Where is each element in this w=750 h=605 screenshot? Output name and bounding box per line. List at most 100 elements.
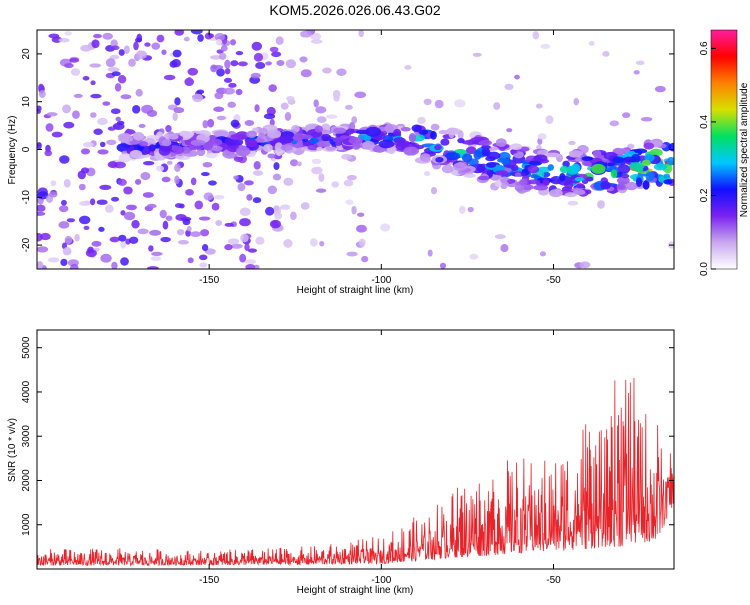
heatmap-cell [245, 139, 258, 148]
heatmap-cell [230, 243, 243, 249]
heatmap-cell [111, 45, 120, 51]
heatmap-cell [299, 56, 308, 63]
heatmap-cell [244, 120, 255, 127]
heatmap-cell [458, 205, 466, 214]
y-tick-label: 1000 [21, 513, 32, 536]
heatmap-cell [434, 144, 442, 151]
heatmap-cell [102, 101, 111, 106]
heatmap-cell [37, 261, 44, 269]
heatmap-cell [205, 153, 218, 159]
heatmap-cell [588, 41, 595, 46]
x-tick-label: -100 [371, 575, 391, 586]
heatmap-cell [196, 89, 205, 94]
heatmap-cell [70, 68, 81, 76]
snr-y-axis-label: SNR (10 * v/v) [7, 418, 18, 482]
heatmap-cell [495, 170, 509, 176]
heatmap-cell [93, 128, 103, 135]
heatmap-cell [156, 165, 165, 172]
heatmap-cell [210, 64, 218, 73]
heatmap-cell [93, 33, 102, 39]
heatmap-cell [573, 189, 586, 195]
colorbar-ticks: 0.0 0.2 0.4 0.6 [699, 41, 716, 276]
heatmap-cell [309, 238, 318, 247]
heatmap-cell [540, 43, 551, 50]
heatmap-cell [110, 108, 121, 115]
heatmap-cell [207, 118, 215, 128]
heatmap-cell [224, 68, 231, 75]
heatmap-cell [265, 206, 275, 216]
heatmap-cell [404, 65, 412, 70]
heatmap-cell [159, 209, 167, 219]
snr-series-line [37, 378, 674, 567]
heatmap-cell [83, 141, 94, 148]
heatmap-cell [645, 171, 655, 182]
heatmap-cell [91, 240, 102, 247]
heatmap-cell [311, 158, 322, 165]
heatmap-cell [273, 205, 280, 212]
heatmap-cell [194, 200, 204, 210]
heatmap-cell [322, 67, 332, 74]
y-tick-label: 2000 [21, 469, 32, 492]
heatmap-cell [239, 253, 247, 263]
heatmap-cell [129, 149, 143, 159]
heatmap-cell [273, 162, 280, 171]
heatmap-cell [393, 128, 402, 136]
heatmap-cell [438, 129, 449, 135]
heatmap-cell [51, 131, 63, 138]
heatmap-cell [272, 173, 282, 181]
heatmap-cell [230, 119, 240, 128]
heatmap-cell [500, 244, 509, 253]
heatmap-cell [296, 161, 302, 167]
heatmap-cell [97, 117, 108, 126]
heatmap-cell [539, 251, 547, 257]
heatmap-cell [293, 132, 304, 142]
heatmap-cell [172, 146, 185, 154]
heatmap-cell [165, 215, 173, 221]
heatmap-cell [663, 173, 671, 179]
heatmap-cell [139, 141, 149, 147]
heatmap-cell [198, 216, 211, 221]
heatmap-cell [64, 31, 72, 36]
heatmap-cell [244, 180, 254, 186]
heatmap-cell [612, 156, 625, 164]
heatmap-cell [146, 203, 157, 209]
heatmap-cell [215, 38, 223, 46]
heatmap-cell [133, 41, 139, 51]
heatmap-cell [527, 165, 540, 174]
heatmap-cell [473, 150, 482, 160]
heatmap-cell [585, 189, 592, 195]
heatmap-cell [216, 115, 227, 121]
colorbar-tick-label: 0.6 [699, 41, 710, 55]
heatmap-cell [82, 76, 90, 81]
heatmap-cell [187, 257, 194, 264]
heatmap-cell [201, 172, 210, 177]
heatmap-cell [163, 74, 176, 81]
heatmap-cell [246, 130, 257, 138]
heatmap-cell [419, 153, 431, 162]
heatmap-cell [591, 163, 606, 174]
heatmap-cell [203, 192, 214, 201]
heatmap-cell [64, 235, 73, 245]
heatmap-cell [345, 199, 354, 205]
heatmap-cell [230, 133, 243, 140]
heatmap-cell [209, 55, 222, 60]
heatmap-cell [162, 220, 169, 230]
colorbar-label: Normalized spectral amplitude [739, 82, 750, 217]
heatmap-cell [549, 189, 563, 198]
heatmap-cell [274, 212, 283, 220]
heatmap-cell [214, 92, 224, 100]
heatmap-cell [59, 155, 70, 164]
heatmap-cell [37, 233, 43, 242]
heatmap-cell [190, 139, 206, 146]
heatmap-cell [223, 77, 233, 83]
heatmap-cell [634, 148, 648, 154]
heatmap-cell [559, 172, 566, 182]
snr-ticks: -150 -100 -50 1000 2000 3000 4000 5000 [21, 330, 674, 586]
heatmap-cell [58, 205, 69, 213]
heatmap-cell [120, 240, 127, 249]
heatmap-cell [354, 91, 367, 99]
heatmap-cell [83, 225, 90, 231]
heatmap-cell [224, 244, 233, 251]
heatmap-cell [457, 138, 465, 144]
heatmap-cell [37, 204, 46, 212]
